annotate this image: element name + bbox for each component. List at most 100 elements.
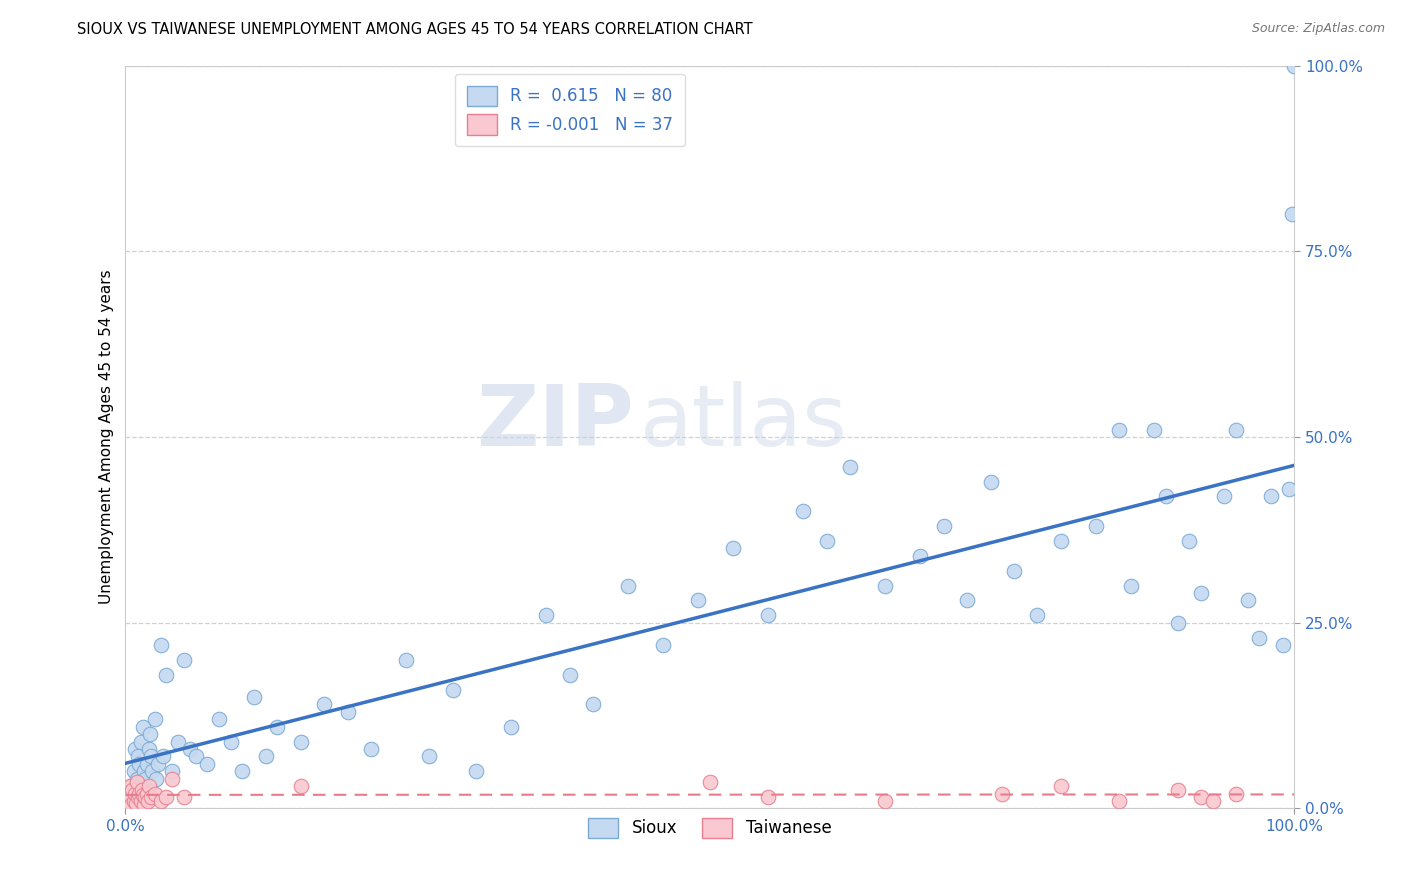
Point <box>1225 787 1247 801</box>
Point <box>208 712 231 726</box>
Point <box>155 790 177 805</box>
Point <box>1284 59 1306 73</box>
Point <box>184 749 207 764</box>
Point <box>149 794 172 808</box>
Point <box>290 779 312 793</box>
Point <box>758 790 780 805</box>
Point <box>143 787 166 801</box>
Point <box>723 541 745 556</box>
Point <box>875 578 897 592</box>
Point <box>136 794 159 808</box>
Point <box>839 459 862 474</box>
Point <box>910 549 932 563</box>
Point <box>758 608 780 623</box>
Point <box>314 698 336 712</box>
Point <box>219 734 242 748</box>
Point <box>124 742 146 756</box>
Legend: Sioux, Taiwanese: Sioux, Taiwanese <box>582 811 838 845</box>
Point <box>465 764 488 779</box>
Point <box>1189 790 1212 805</box>
Point <box>1119 578 1142 592</box>
Point <box>135 756 157 771</box>
Point <box>173 790 195 805</box>
Point <box>143 712 166 726</box>
Point <box>121 783 143 797</box>
Point <box>115 794 138 808</box>
Text: atlas: atlas <box>640 381 848 464</box>
Point <box>179 742 201 756</box>
Point <box>956 593 979 607</box>
Point <box>1278 482 1301 496</box>
Point <box>1225 423 1247 437</box>
Point <box>582 698 605 712</box>
Point <box>138 742 160 756</box>
Point <box>132 788 155 802</box>
Point <box>254 749 277 764</box>
Point <box>536 608 558 623</box>
Point <box>792 504 814 518</box>
Point <box>148 756 170 771</box>
Point <box>1167 615 1189 630</box>
Point <box>136 787 159 801</box>
Point <box>1213 490 1236 504</box>
Point <box>501 720 523 734</box>
Point <box>122 794 145 808</box>
Point <box>141 764 163 779</box>
Point <box>875 794 897 808</box>
Point <box>231 764 253 779</box>
Point <box>173 653 195 667</box>
Point <box>127 775 149 789</box>
Text: Source: ZipAtlas.com: Source: ZipAtlas.com <box>1251 22 1385 36</box>
Point <box>152 749 174 764</box>
Point <box>688 593 710 607</box>
Text: SIOUX VS TAIWANESE UNEMPLOYMENT AMONG AGES 45 TO 54 YEARS CORRELATION CHART: SIOUX VS TAIWANESE UNEMPLOYMENT AMONG AG… <box>77 22 754 37</box>
Point <box>1167 783 1189 797</box>
Point <box>1108 423 1130 437</box>
Point <box>117 787 139 801</box>
Point <box>128 787 150 801</box>
Point <box>134 790 156 805</box>
Point <box>120 797 142 812</box>
Point <box>138 779 160 793</box>
Point <box>1026 608 1049 623</box>
Point <box>141 790 163 805</box>
Point <box>160 764 183 779</box>
Point <box>129 734 152 748</box>
Point <box>1249 631 1271 645</box>
Point <box>160 772 183 786</box>
Point <box>145 772 167 786</box>
Point <box>120 779 142 793</box>
Point <box>1002 564 1025 578</box>
Point <box>1260 490 1282 504</box>
Point <box>124 787 146 801</box>
Point <box>131 775 153 789</box>
Point <box>149 638 172 652</box>
Point <box>195 756 218 771</box>
Point <box>132 720 155 734</box>
Point <box>118 790 141 805</box>
Point <box>336 705 359 719</box>
Point <box>1271 638 1294 652</box>
Point <box>135 787 157 801</box>
Point <box>131 783 153 797</box>
Point <box>1084 519 1107 533</box>
Point <box>128 756 150 771</box>
Point <box>1143 423 1166 437</box>
Point <box>360 742 382 756</box>
Point <box>120 779 142 793</box>
Point <box>127 790 149 805</box>
Point <box>1049 779 1071 793</box>
Point <box>134 797 156 812</box>
Point <box>699 775 721 789</box>
Point <box>815 534 838 549</box>
Point <box>1049 534 1071 549</box>
Point <box>122 764 145 779</box>
Point <box>1178 534 1201 549</box>
Point <box>1236 593 1258 607</box>
Point <box>1108 794 1130 808</box>
Point <box>155 667 177 681</box>
Point <box>125 796 148 810</box>
Point <box>418 749 440 764</box>
Point <box>1201 794 1223 808</box>
Y-axis label: Unemployment Among Ages 45 to 54 years: Unemployment Among Ages 45 to 54 years <box>100 269 114 605</box>
